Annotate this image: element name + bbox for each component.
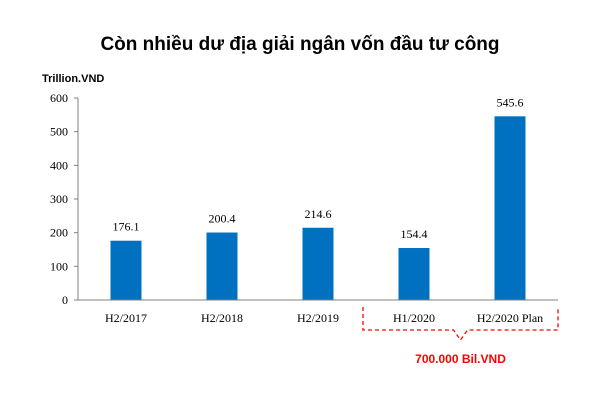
y-tick-label: 100 — [50, 259, 68, 273]
data-label: 200.4 — [209, 212, 236, 226]
data-label: 214.6 — [305, 207, 332, 221]
y-axis: 0 100 200 300 400 500 600 — [50, 91, 79, 307]
x-tick-label: H2/2019 — [297, 311, 339, 325]
x-tick-label: H1/2020 — [393, 311, 435, 325]
x-tick-label: H2/2017 — [105, 311, 147, 325]
data-label: 545.6 — [497, 95, 524, 109]
bars: 176.1 200.4 214.6 154.4 545.6 — [110, 95, 526, 300]
x-tick-label: H2/2018 — [201, 311, 243, 325]
data-label: 176.1 — [113, 220, 140, 234]
x-axis: H2/2017 H2/2018 H2/2019 H1/2020 H2/2020 Plan — [78, 299, 558, 325]
bar — [398, 248, 430, 300]
y-tick-label: 400 — [50, 158, 68, 172]
y-tick-label: 500 — [50, 125, 68, 139]
x-tick-label: H2/2020 Plan — [477, 311, 543, 325]
y-tick-label: 0 — [62, 293, 68, 307]
annotation-bracket — [362, 307, 559, 342]
chart-title: Còn nhiều dư địa giải ngân vốn đầu tư cô… — [100, 34, 499, 55]
bar — [494, 116, 526, 300]
y-axis-unit-label: Trillion.VND — [42, 73, 104, 85]
bar — [110, 240, 142, 300]
y-tick-label: 300 — [50, 192, 68, 206]
y-tick-label: 600 — [50, 91, 68, 105]
y-tick-label: 200 — [50, 226, 68, 240]
annotation-label: 700.000 Bil.VND — [415, 352, 506, 366]
data-label: 154.4 — [401, 227, 428, 241]
annotation-group: 700.000 Bil.VND — [362, 307, 559, 366]
bar — [206, 232, 238, 300]
bar — [302, 227, 334, 300]
